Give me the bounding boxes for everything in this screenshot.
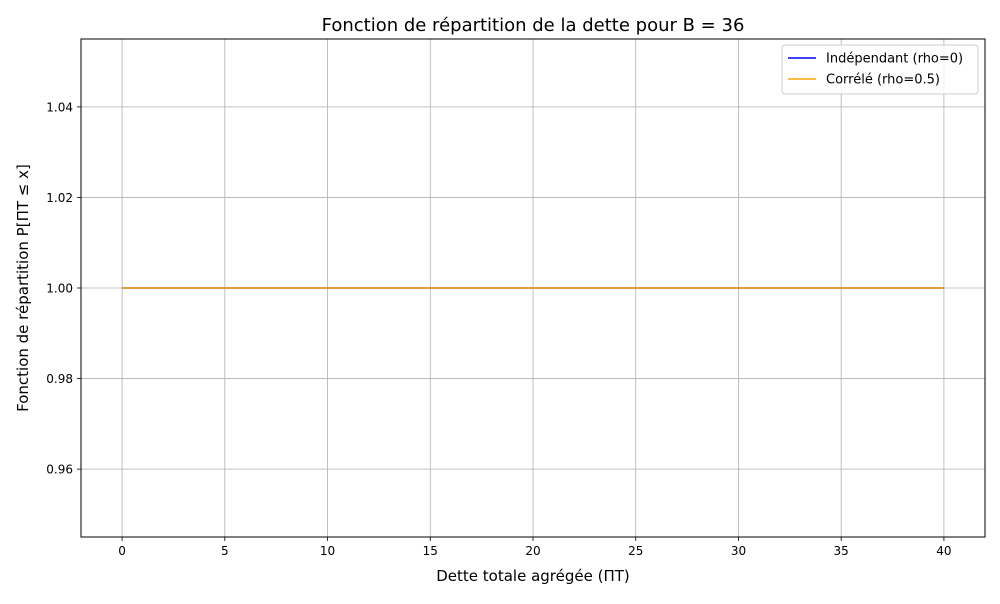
y-axis-label: Fonction de répartition P[ΠT ≤ x] <box>14 164 32 412</box>
y-tick-label: 0.96 <box>46 463 73 477</box>
y-tick-label: 0.98 <box>46 372 73 386</box>
x-tick-label: 30 <box>731 544 746 558</box>
legend-label-independant: Indépendant (rho=0) <box>826 52 963 67</box>
x-tick-label: 10 <box>320 544 335 558</box>
x-tick-label: 20 <box>525 544 540 558</box>
x-tick-label: 5 <box>221 544 229 558</box>
y-tick-label: 1.00 <box>46 282 73 296</box>
chart-title: Fonction de répartition de la dette pour… <box>322 15 745 36</box>
axis-ticks: 0 5 10 15 20 25 30 35 40 0.96 0.98 1.00 1.02 1.04 <box>46 100 951 558</box>
x-tick-label: 25 <box>628 544 643 558</box>
x-tick-label: 35 <box>834 544 849 558</box>
x-tick-label: 0 <box>118 544 126 558</box>
legend-label-correle: Corrélé (rho=0.5) <box>826 73 940 88</box>
x-tick-label: 15 <box>423 544 438 558</box>
x-axis-label: Dette totale agrégée (ΠT) <box>436 567 630 585</box>
legend: Indépendant (rho=0) Corrélé (rho=0.5) <box>781 44 979 95</box>
legend-box <box>781 44 979 95</box>
x-tick-label: 40 <box>936 544 951 558</box>
y-tick-label: 1.04 <box>46 100 73 114</box>
y-tick-label: 1.02 <box>46 191 73 205</box>
